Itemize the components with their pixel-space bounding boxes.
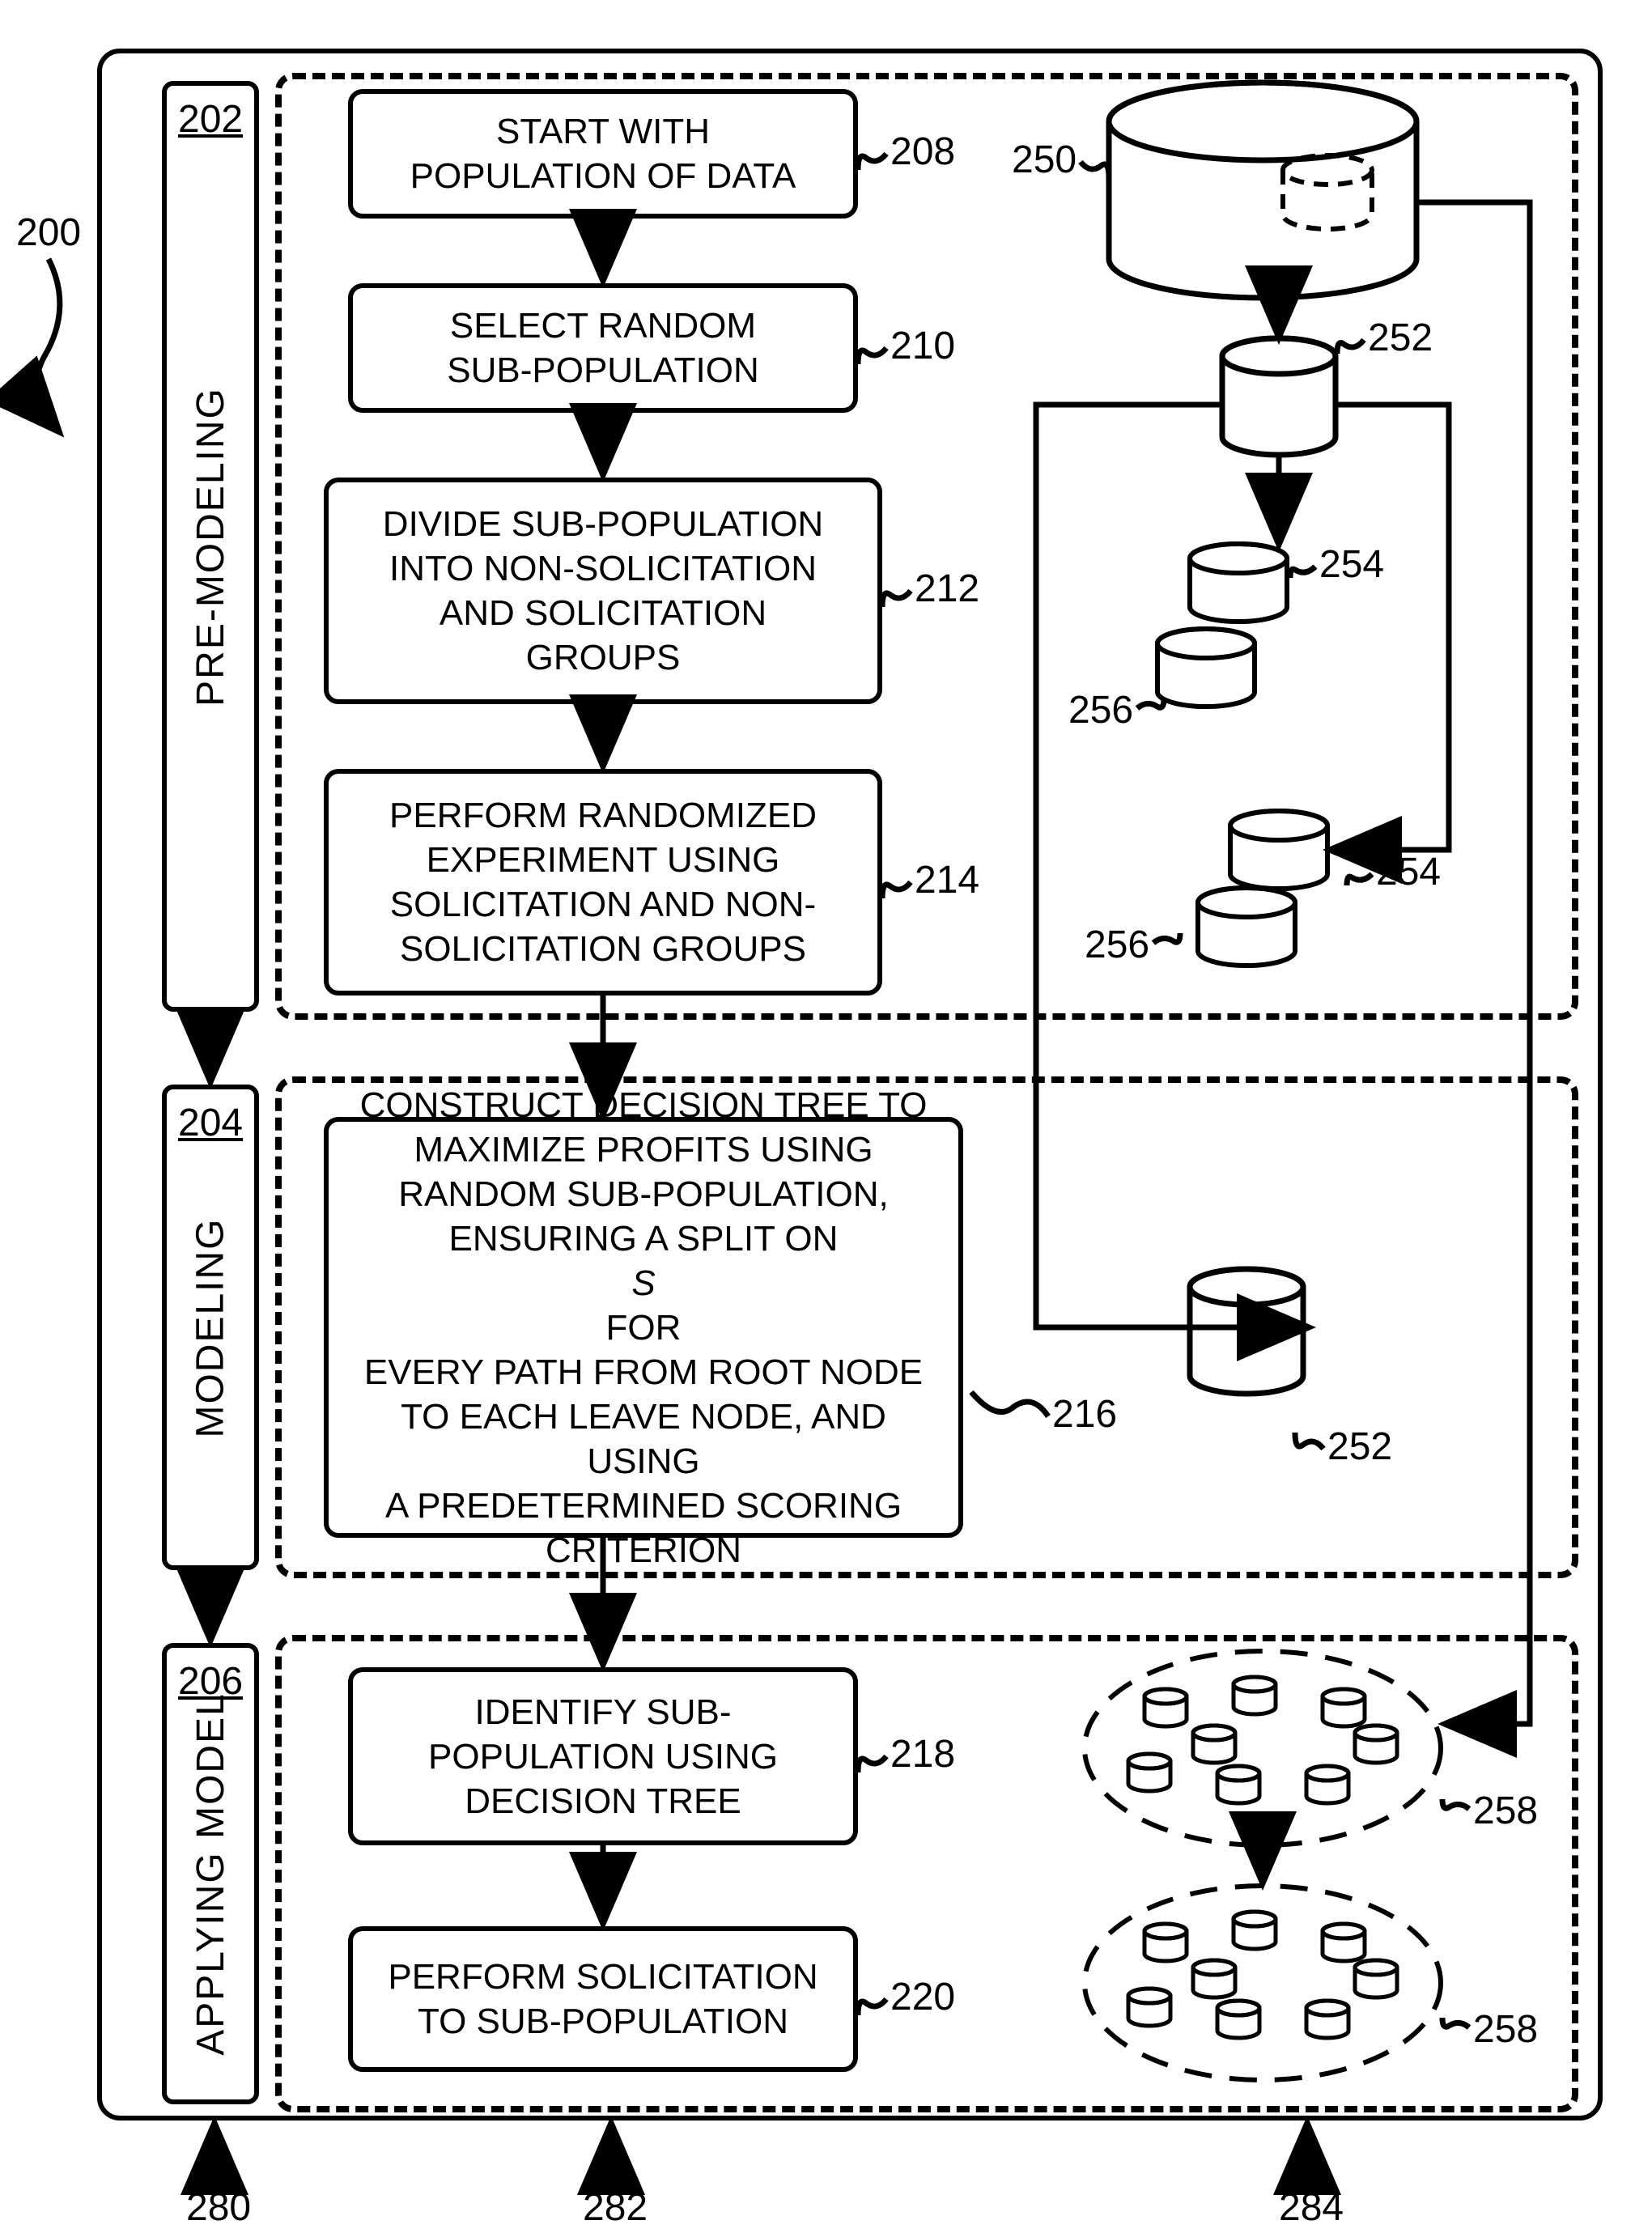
step-208-text: START WITHPOPULATION OF DATA xyxy=(410,109,796,198)
section-applying-name: APPLYING MODEL xyxy=(189,1692,233,2056)
step-212-text: DIVIDE SUB-POPULATIONINTO NON-SOLICITATI… xyxy=(383,502,823,680)
step-220-text: PERFORM SOLICITATIONTO SUB-POPULATION xyxy=(388,1955,818,2044)
ref-250: 250 xyxy=(1012,138,1077,182)
ref-284: 284 xyxy=(1279,2185,1344,2230)
step-212: DIVIDE SUB-POPULATIONINTO NON-SOLICITATI… xyxy=(324,478,882,704)
step-214: PERFORM RANDOMIZEDEXPERIMENT USINGSOLICI… xyxy=(324,769,882,996)
ref-256a: 256 xyxy=(1068,688,1133,732)
step-218-text: IDENTIFY SUB-POPULATION USINGDECISION TR… xyxy=(428,1690,778,1823)
step-216: CONSTRUCT DECISION TREE TOMAXIMIZE PROFI… xyxy=(324,1117,963,1538)
ref-214: 214 xyxy=(915,858,979,902)
ref-216: 216 xyxy=(1052,1392,1117,1437)
ref-218: 218 xyxy=(890,1732,955,1777)
section-modeling-label: 204 MODELING xyxy=(162,1085,259,1570)
ref-252b: 252 xyxy=(1327,1424,1392,1469)
step-220: PERFORM SOLICITATIONTO SUB-POPULATION xyxy=(348,1926,858,2072)
section-modeling-num: 204 xyxy=(178,1101,243,1145)
ref-258b: 258 xyxy=(1473,2007,1538,2052)
step-214-text: PERFORM RANDOMIZEDEXPERIMENT USINGSOLICI… xyxy=(389,793,817,971)
ref-200: 200 xyxy=(16,210,81,255)
ref-254a: 254 xyxy=(1319,542,1384,587)
ref-220: 220 xyxy=(890,1975,955,2019)
section-applying-label: 206 APPLYING MODEL xyxy=(162,1643,259,2104)
ref-282: 282 xyxy=(583,2185,648,2230)
ref-254b: 254 xyxy=(1376,850,1441,894)
diagram-stage: 202 PRE-MODELING 204 MODELING 206 APPLYI… xyxy=(0,0,1652,2233)
ref-210: 210 xyxy=(890,324,955,368)
section-modeling-name: MODELING xyxy=(189,1217,233,1437)
section-premodeling-name: PRE-MODELING xyxy=(189,387,233,707)
ref-212: 212 xyxy=(915,567,979,611)
step-218: IDENTIFY SUB-POPULATION USINGDECISION TR… xyxy=(348,1667,858,1845)
ref-252a: 252 xyxy=(1368,316,1433,360)
step-208: START WITHPOPULATION OF DATA xyxy=(348,89,858,219)
ref-256b: 256 xyxy=(1085,923,1149,967)
ref-280: 280 xyxy=(186,2185,251,2230)
ref-258a: 258 xyxy=(1473,1789,1538,1833)
ref-208: 208 xyxy=(890,129,955,174)
step-210: SELECT RANDOMSUB-POPULATION xyxy=(348,283,858,413)
section-premodeling-label: 202 PRE-MODELING xyxy=(162,81,259,1012)
step-210-text: SELECT RANDOMSUB-POPULATION xyxy=(447,304,758,393)
step-216-text: CONSTRUCT DECISION TREE TOMAXIMIZE PROFI… xyxy=(348,1083,939,1573)
section-premodeling-num: 202 xyxy=(178,97,243,142)
